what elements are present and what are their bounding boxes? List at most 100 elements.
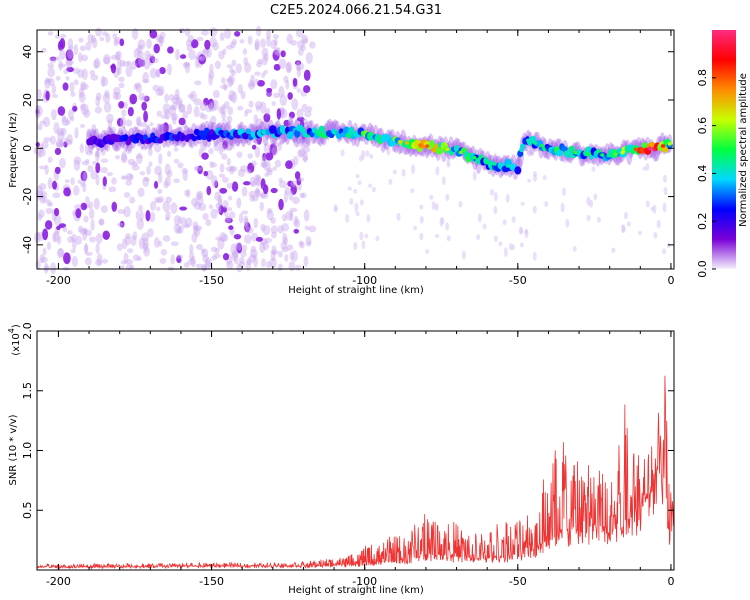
ridge-peak: [526, 138, 531, 143]
noise-speckle: [183, 62, 191, 67]
noise-speckle: [164, 93, 169, 103]
noise-speckle: [260, 162, 269, 168]
noise-speckle: [53, 230, 60, 242]
noise-speckle: [88, 208, 95, 220]
noise-speckle: [125, 119, 133, 127]
noise-speckle: [271, 146, 279, 156]
noise-speckle: [72, 67, 80, 74]
noise-speckle: [83, 242, 89, 255]
noise-speckle: [119, 59, 126, 67]
noise-speckle: [375, 235, 380, 242]
noise-speckle: [248, 254, 257, 263]
noise-speckle: [413, 225, 418, 231]
noise-speckle: [98, 219, 105, 225]
noise-speckle: [292, 77, 298, 87]
ridge-peak: [485, 161, 490, 165]
noise-speckle: [262, 225, 271, 236]
noise-speckle: [446, 156, 451, 166]
ridge-cell: [318, 125, 325, 133]
noise-speckle: [230, 243, 237, 255]
noise-speckle: [524, 229, 529, 235]
noise-speckle: [65, 49, 74, 62]
noise-speckle: [276, 47, 281, 57]
noise-speckle: [130, 235, 137, 247]
noise-speckle: [254, 78, 259, 84]
noise-speckle: [127, 158, 136, 166]
noise-speckle: [125, 65, 133, 78]
noise-speckle: [236, 242, 243, 254]
noise-speckle: [136, 152, 143, 164]
noise-speckle: [157, 196, 165, 203]
noise-speckle: [38, 209, 45, 219]
noise-speckle: [37, 213, 43, 222]
noise-speckle: [284, 186, 290, 195]
noise-speckle: [368, 183, 373, 188]
noise-speckle: [265, 29, 272, 40]
noise-speckle: [666, 242, 671, 249]
ridge-cell: [193, 128, 200, 136]
noise-speckle: [104, 89, 110, 99]
noise-speckle: [116, 243, 123, 251]
noise-speckle: [347, 186, 352, 191]
noise-speckle: [35, 109, 40, 115]
noise-speckle: [85, 257, 92, 266]
noise-speckle: [52, 192, 61, 199]
noise-speckle: [158, 153, 163, 165]
noise-speckle: [79, 123, 86, 128]
ridge-cell: [245, 128, 252, 135]
noise-speckle: [222, 140, 229, 150]
colorbar-tick-label: 0.2: [696, 212, 709, 230]
noise-speckle: [285, 79, 290, 90]
noise-speckle: [249, 176, 256, 187]
noise-speckle: [170, 113, 179, 121]
noise-speckle: [98, 218, 105, 226]
noise-speckle: [355, 211, 360, 217]
noise-speckle: [226, 44, 234, 50]
noise-speckle: [116, 50, 122, 60]
noise-speckle: [231, 59, 237, 67]
noise-speckle: [73, 79, 79, 86]
ridge-cell: [435, 147, 444, 155]
noise-speckle: [219, 163, 225, 173]
noise-speckle: [230, 166, 238, 172]
noise-speckle: [345, 213, 350, 223]
noise-speckle: [458, 200, 463, 208]
noise-speckle: [44, 79, 50, 85]
noise-speckle: [303, 85, 311, 94]
colorbar-tick-label: 0.0: [696, 260, 709, 278]
noise-speckle: [300, 44, 307, 51]
noise-speckle: [354, 202, 359, 213]
noise-speckle: [255, 187, 260, 199]
noise-speckle: [80, 81, 87, 91]
noise-speckle: [278, 58, 287, 69]
noise-speckle: [498, 241, 503, 247]
noise-speckle: [136, 46, 143, 53]
noise-speckle: [67, 45, 74, 51]
noise-speckle: [116, 117, 124, 127]
noise-speckle: [261, 72, 266, 78]
ridge-cell: [206, 132, 212, 142]
noise-speckle: [560, 202, 565, 213]
noise-speckle: [411, 164, 416, 175]
noise-speckle: [226, 182, 233, 189]
noise-speckle: [85, 41, 92, 51]
noise-speckle: [85, 196, 90, 204]
noise-speckle: [50, 262, 57, 275]
noise-speckle: [210, 115, 217, 125]
noise-speckle: [89, 145, 95, 150]
noise-speckle: [392, 169, 397, 175]
spectrogram-y-axis-title: Frequency (Hz): [8, 112, 19, 188]
noise-speckle: [95, 243, 100, 255]
noise-speckle: [217, 198, 223, 207]
noise-speckle: [42, 247, 47, 256]
noise-speckle: [261, 258, 266, 268]
noise-speckle: [190, 255, 196, 268]
noise-speckle: [270, 225, 278, 234]
noise-speckle: [83, 108, 91, 118]
noise-speckle: [202, 254, 209, 263]
noise-speckle: [56, 128, 65, 136]
noise-speckle: [256, 61, 263, 68]
noise-speckle: [147, 53, 155, 59]
noise-speckle: [277, 250, 283, 258]
noise-speckle: [108, 186, 117, 193]
